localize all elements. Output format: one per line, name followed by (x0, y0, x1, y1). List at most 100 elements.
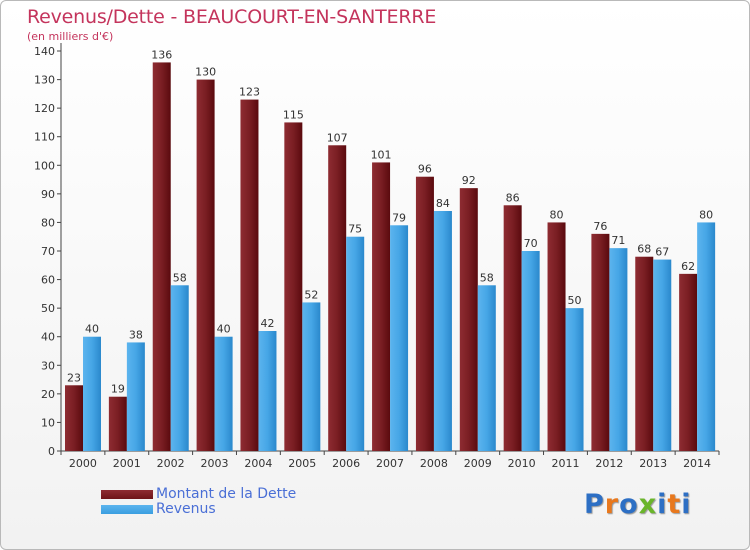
value-label-dette: 101 (371, 148, 392, 161)
y-tick-label: 60 (41, 274, 55, 287)
value-label-dette: 136 (151, 48, 172, 61)
value-label-revenus: 70 (524, 237, 538, 250)
value-label-dette: 62 (681, 260, 695, 273)
chart-title: Revenus/Dette - BEAUCOURT-EN-SANTERRE (27, 6, 437, 28)
logo-letter: P (584, 489, 605, 520)
value-label-revenus: 79 (392, 211, 406, 224)
value-label-revenus: 42 (260, 317, 274, 330)
value-label-dette: 23 (67, 371, 81, 384)
bar-revenus (565, 308, 584, 451)
value-label-dette: 19 (111, 383, 125, 396)
bar-dette (635, 256, 654, 451)
x-tick-label: 2007 (376, 457, 404, 470)
bar-revenus (390, 225, 409, 451)
bar-revenus (521, 251, 540, 451)
y-tick-label: 100 (34, 159, 55, 172)
value-label-revenus: 58 (480, 271, 494, 284)
x-tick-label: 2009 (464, 457, 492, 470)
y-tick-label: 120 (34, 102, 55, 115)
y-tick-label: 130 (34, 74, 55, 87)
value-label-revenus: 40 (85, 323, 99, 336)
bar-dette (65, 385, 83, 451)
x-tick-label: 2006 (332, 457, 360, 470)
y-tick-label: 0 (48, 445, 55, 458)
value-label-revenus: 80 (699, 208, 713, 221)
bar-revenus (477, 285, 496, 451)
chart-subtitle: (en milliers d'€) (27, 30, 114, 43)
legend-label-revenus: Revenus (156, 501, 216, 517)
value-label-revenus: 75 (348, 223, 362, 236)
x-tick-label: 2003 (201, 457, 229, 470)
bar-dette (591, 233, 610, 451)
legend-label-dette: Montant de la Dette (156, 486, 297, 502)
bar-dette (284, 122, 303, 451)
y-tick-label: 80 (41, 216, 55, 229)
value-label-revenus: 50 (568, 294, 582, 307)
bars: 23 19 136 130 123 115 107 101 96 92 86 80 76 68 62 40 38… (65, 48, 716, 452)
value-label-dette: 123 (239, 86, 260, 99)
x-tick-label: 2000 (69, 457, 97, 470)
value-label-revenus: 52 (304, 288, 318, 301)
bar-dette (372, 162, 391, 451)
bar-revenus (653, 259, 672, 451)
bar-revenus (214, 336, 233, 451)
bar-dette (547, 222, 566, 451)
bar-dette (196, 79, 215, 452)
bar-revenus (126, 342, 145, 451)
logo-letter: i (681, 489, 692, 520)
x-tick-label: 2011 (551, 457, 579, 470)
value-label-revenus: 38 (129, 328, 143, 341)
y-tick-label: 30 (41, 359, 55, 372)
y-tick-label: 50 (41, 302, 55, 315)
value-label-dette: 115 (283, 108, 304, 121)
bar-revenus (258, 331, 277, 451)
y-tick-label: 140 (34, 45, 55, 58)
value-label-revenus: 84 (436, 197, 450, 210)
y-tick-label: 40 (41, 331, 55, 344)
y-tick-label: 110 (34, 131, 55, 144)
legend-swatch-dette (101, 490, 153, 499)
logo-letter: i (657, 489, 668, 520)
value-label-dette: 86 (506, 191, 520, 204)
y-tick-label: 10 (41, 416, 55, 429)
bar-chart: 0 10 20 30 40 50 60 70 80 90 100 110 120 130 140 2000 20… (34, 43, 720, 470)
value-label-revenus: 40 (217, 323, 231, 336)
value-label-revenus: 71 (611, 234, 625, 247)
legend-swatch-revenus (101, 505, 153, 514)
x-tick-label: 2001 (113, 457, 141, 470)
value-label-dette: 92 (462, 174, 476, 187)
x-tick-label: 2008 (420, 457, 448, 470)
bar-dette (108, 396, 127, 451)
y-tick-label: 90 (41, 188, 55, 201)
bar-dette (152, 62, 171, 452)
x-tick-label: 2012 (595, 457, 623, 470)
logo-letter: o (619, 489, 639, 520)
bar-revenus (697, 222, 716, 451)
x-tick-label: 2004 (244, 457, 272, 470)
bar-revenus (346, 236, 365, 451)
bar-dette (415, 176, 434, 451)
bar-revenus (83, 336, 101, 451)
y-tick-label: 70 (41, 245, 55, 258)
x-tick-label: 2005 (288, 457, 316, 470)
logo-letter: x (638, 489, 658, 520)
bar-revenus (433, 211, 452, 451)
value-label-dette: 80 (550, 208, 564, 221)
value-label-dette: 96 (418, 163, 432, 176)
bar-revenus (609, 248, 628, 451)
bar-dette (503, 205, 522, 451)
value-label-dette: 107 (327, 131, 348, 144)
value-label-dette: 130 (195, 66, 216, 79)
proxiti-logo: Proxiti (584, 489, 692, 520)
x-tick-label: 2014 (683, 457, 711, 470)
bar-dette (679, 273, 698, 451)
y-tick-label: 20 (41, 388, 55, 401)
value-label-revenus: 58 (173, 271, 187, 284)
bar-dette (240, 99, 259, 452)
x-tick-label: 2013 (639, 457, 667, 470)
logo-letter: r (604, 489, 620, 520)
value-label-dette: 76 (593, 220, 607, 233)
logo-letter: t (667, 489, 682, 520)
x-tick-label: 2002 (157, 457, 185, 470)
